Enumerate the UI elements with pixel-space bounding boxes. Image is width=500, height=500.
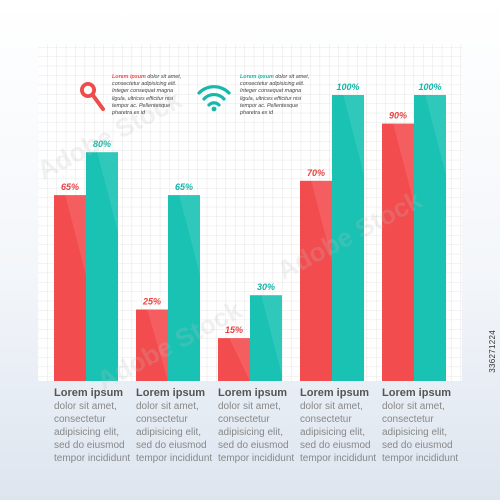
magnifier-icon — [80, 82, 105, 111]
category-description: dolor sit amet, consectetur adipisicing … — [136, 401, 213, 464]
bar-teal-5 — [414, 95, 446, 381]
legend-body: dolor sit amet, consectetur adipisicing … — [240, 74, 310, 117]
bar-teal-3 — [250, 295, 282, 381]
legend-body: dolor sit amet, consectetur adipisicing … — [112, 74, 182, 117]
bar-highlight — [229, 338, 250, 381]
bar-red-3 — [218, 338, 250, 381]
bar-highlight — [425, 95, 446, 175]
bar-highlight — [393, 123, 414, 204]
value-labels-layer: 65% 80% 25% 65% 15% 30% 70% 100% 90% 100% — [61, 82, 442, 335]
category-caption-3: Lorem ipsum dolor sit amet, consectetur … — [218, 387, 303, 465]
bar-highlight — [261, 295, 282, 376]
value-label: 65% — [175, 182, 193, 192]
bar-highlight — [147, 309, 168, 381]
category-caption-4: Lorem ipsum dolor sit amet, consectetur … — [300, 387, 385, 465]
bar-red-1 — [54, 195, 86, 381]
category-title: Lorem ipsum — [218, 387, 288, 399]
value-label: 70% — [307, 168, 325, 178]
category-description: dolor sit amet, consectetur adipisicing … — [218, 401, 295, 464]
value-label: 15% — [225, 325, 243, 335]
category-description: dolor sit amet, consectetur adipisicing … — [300, 401, 377, 464]
category-caption-1: Lorem ipsum dolor sit amet, consectetur … — [54, 387, 139, 465]
bar-highlight — [97, 152, 118, 233]
stock-id: 336271224 — [488, 330, 497, 373]
category-description: dolor sit amet, consectetur adipisicing … — [54, 401, 131, 464]
value-label: 65% — [61, 182, 79, 192]
bar-teal-2 — [168, 195, 200, 381]
category-caption-5: Lorem ipsum dolor sit amet, consectetur … — [382, 387, 467, 465]
legend-lead: Lorem ipsum — [112, 74, 146, 80]
bar-teal-4 — [332, 95, 364, 381]
legend-text-1: Lorem ipsum dolor sit amet, consectetur … — [112, 74, 188, 117]
category-title: Lorem ipsum — [300, 387, 370, 399]
bar-red-4 — [300, 180, 332, 381]
value-label: 25% — [142, 297, 161, 307]
category-title: Lorem ipsum — [382, 387, 452, 399]
value-label: 100% — [418, 82, 441, 92]
bars-layer — [54, 95, 446, 381]
bar-red-5 — [382, 123, 414, 381]
bar-highlight — [179, 195, 200, 276]
value-label: 30% — [257, 282, 275, 292]
category-title: Lorem ipsum — [54, 387, 124, 399]
bar-red-2 — [136, 309, 168, 381]
bar-highlight — [311, 180, 332, 261]
category-caption-2: Lorem ipsum dolor sit amet, consectetur … — [136, 387, 221, 465]
legend-text-2: Lorem ipsum dolor sit amet, consectetur … — [240, 74, 316, 117]
value-label: 100% — [336, 82, 359, 92]
value-label: 90% — [389, 111, 407, 121]
category-title: Lorem ipsum — [136, 387, 206, 399]
category-description: dolor sit amet, consectetur adipisicing … — [382, 401, 459, 464]
bar-teal-1 — [86, 152, 118, 381]
bar-highlight — [343, 95, 364, 175]
value-label: 80% — [93, 139, 111, 149]
legend-lead: Lorem ipsum — [240, 74, 274, 80]
wifi-icon — [197, 85, 231, 112]
bar-highlight — [65, 195, 86, 276]
